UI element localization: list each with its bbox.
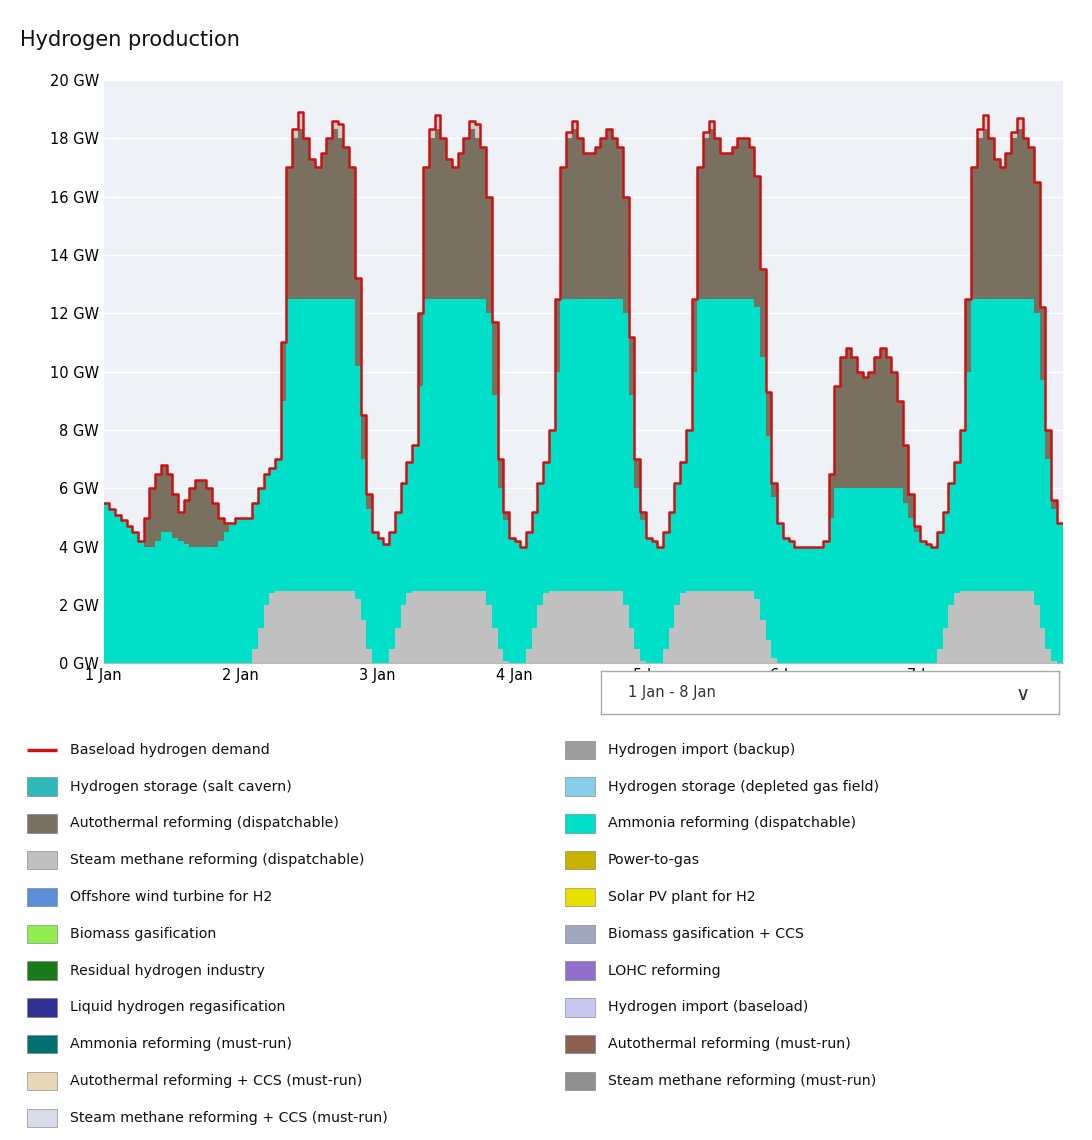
Bar — [565, 814, 595, 832]
Text: Hydrogen import (backup): Hydrogen import (backup) — [608, 743, 795, 757]
Bar — [565, 850, 595, 870]
Text: Steam methane reforming (dispatchable): Steam methane reforming (dispatchable) — [70, 853, 365, 868]
Bar — [27, 888, 57, 906]
Bar — [27, 925, 57, 943]
Bar — [565, 961, 595, 979]
Text: Offshore wind turbine for H2: Offshore wind turbine for H2 — [70, 890, 272, 904]
Text: Biomass gasification: Biomass gasification — [70, 927, 216, 940]
Text: Hydrogen storage (salt cavern): Hydrogen storage (salt cavern) — [70, 780, 292, 793]
Text: Steam methane reforming + CCS (must-run): Steam methane reforming + CCS (must-run) — [70, 1110, 388, 1125]
Text: Hydrogen production: Hydrogen production — [20, 31, 239, 50]
Bar — [565, 1072, 595, 1090]
Text: Biomass gasification + CCS: Biomass gasification + CCS — [608, 927, 804, 940]
Bar — [27, 850, 57, 870]
Text: Hydrogen import (baseload): Hydrogen import (baseload) — [608, 1001, 808, 1015]
Text: Baseload hydrogen demand: Baseload hydrogen demand — [70, 743, 270, 757]
Text: Autothermal reforming (dispatchable): Autothermal reforming (dispatchable) — [70, 816, 339, 830]
Bar — [565, 888, 595, 906]
Text: Liquid hydrogen regasification: Liquid hydrogen regasification — [70, 1001, 286, 1015]
Text: ∨: ∨ — [1016, 685, 1030, 705]
Bar — [27, 814, 57, 832]
Text: Solar PV plant for H2: Solar PV plant for H2 — [608, 890, 756, 904]
Bar — [27, 1035, 57, 1053]
Text: Ammonia reforming (must-run): Ammonia reforming (must-run) — [70, 1037, 292, 1051]
Bar — [565, 925, 595, 943]
Bar — [565, 1035, 595, 1053]
Text: 1 Jan - 8 Jan: 1 Jan - 8 Jan — [628, 685, 716, 700]
Text: Hydrogen storage (depleted gas field): Hydrogen storage (depleted gas field) — [608, 780, 879, 793]
Text: Power-to-gas: Power-to-gas — [608, 853, 700, 868]
Bar — [27, 1108, 57, 1127]
Text: Autothermal reforming + CCS (must-run): Autothermal reforming + CCS (must-run) — [70, 1074, 363, 1088]
Bar — [27, 999, 57, 1017]
Bar — [565, 741, 595, 759]
Text: Ammonia reforming (dispatchable): Ammonia reforming (dispatchable) — [608, 816, 856, 830]
Bar — [27, 1072, 57, 1090]
Text: Steam methane reforming (must-run): Steam methane reforming (must-run) — [608, 1074, 876, 1088]
Text: Residual hydrogen industry: Residual hydrogen industry — [70, 963, 265, 978]
Bar — [565, 777, 595, 796]
Bar — [27, 777, 57, 796]
Text: LOHC reforming: LOHC reforming — [608, 963, 721, 978]
Bar — [565, 999, 595, 1017]
Bar — [27, 961, 57, 979]
Text: Autothermal reforming (must-run): Autothermal reforming (must-run) — [608, 1037, 851, 1051]
